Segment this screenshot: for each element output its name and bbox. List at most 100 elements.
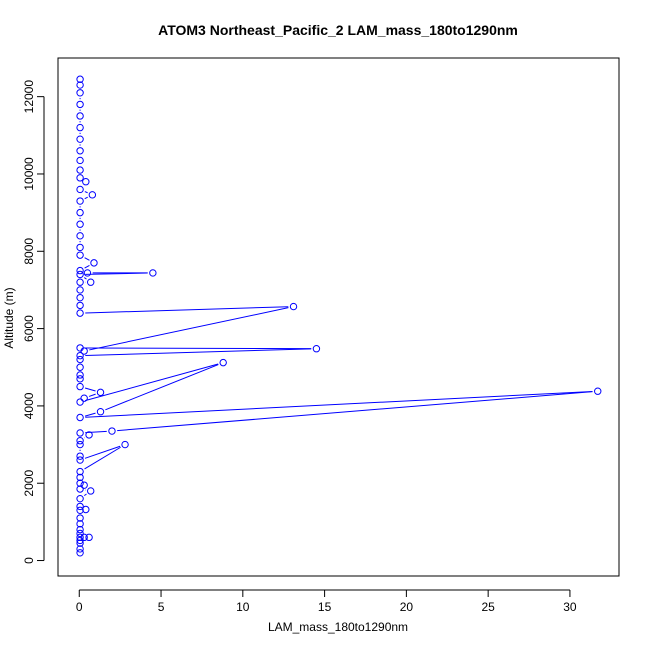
data-point <box>76 371 84 379</box>
x-tick-label: 5 <box>158 600 165 614</box>
data-point <box>76 479 84 487</box>
series-segment <box>85 430 107 434</box>
y-tick-label: 8000 <box>22 238 36 265</box>
data-point <box>76 363 84 371</box>
data-point <box>76 81 84 89</box>
data-point <box>76 166 84 174</box>
data-point <box>76 266 84 275</box>
data-point <box>76 520 84 528</box>
data-point <box>76 429 84 437</box>
data-point <box>76 452 84 460</box>
data-point <box>76 156 84 165</box>
data-point <box>76 220 84 228</box>
series-segment <box>84 412 96 417</box>
series-segment <box>84 387 96 392</box>
y-tick-label: 12000 <box>22 80 36 114</box>
data-point <box>76 301 84 310</box>
data-point <box>80 481 88 489</box>
series-segment <box>84 264 90 269</box>
data-point <box>312 344 321 353</box>
data-point <box>76 208 84 217</box>
data-point <box>83 269 92 277</box>
series-segment <box>105 364 219 411</box>
series-segment <box>85 347 312 350</box>
series-layer <box>76 75 602 557</box>
series-segment <box>84 445 121 459</box>
series-segment <box>85 390 593 418</box>
data-point <box>76 243 84 252</box>
x-axis: 0 5 10 15 20 25 30 <box>76 589 577 614</box>
data-point <box>76 549 84 557</box>
y-tick-label: 0 <box>22 557 36 564</box>
data-point <box>76 174 84 182</box>
x-tick-label: 20 <box>400 600 414 614</box>
x-tick-label: 0 <box>76 600 83 614</box>
data-point <box>594 387 602 395</box>
data-point <box>76 440 84 449</box>
series-segment <box>84 191 88 194</box>
data-point <box>88 191 97 199</box>
data-point <box>108 427 116 435</box>
data-point <box>96 388 105 397</box>
data-point <box>76 251 84 259</box>
data-point <box>76 309 84 317</box>
data-point <box>76 112 84 120</box>
data-point <box>76 351 84 360</box>
data-point <box>80 394 88 402</box>
x-axis-label: LAM_mass_180to1290nm <box>268 620 408 634</box>
data-point <box>76 456 84 464</box>
data-point <box>76 494 84 503</box>
data-point <box>76 502 84 511</box>
data-point <box>76 355 84 364</box>
y-tick-label: 6000 <box>22 315 36 342</box>
series-segment <box>84 446 121 470</box>
data-point <box>80 533 88 542</box>
data-point <box>82 505 90 514</box>
data-point <box>219 358 227 367</box>
data-point <box>96 408 105 416</box>
data-point <box>76 286 84 294</box>
data-point <box>76 533 84 542</box>
data-point <box>76 467 84 476</box>
data-point <box>76 75 84 83</box>
data-point <box>289 302 298 311</box>
series-segment <box>83 493 87 497</box>
data-point <box>76 100 84 109</box>
y-axis-label: Altitude (m) <box>2 287 16 348</box>
data-point <box>76 197 84 205</box>
data-point <box>76 413 84 422</box>
x-tick-label: 10 <box>236 600 250 614</box>
data-point <box>76 382 84 391</box>
data-point <box>76 539 84 547</box>
series-segment <box>83 277 87 280</box>
data-point <box>76 398 84 406</box>
data-point <box>76 473 84 482</box>
series-segment <box>84 257 90 261</box>
data-point <box>87 278 95 286</box>
data-point <box>76 123 84 132</box>
data-point <box>76 89 84 97</box>
series-segment <box>117 391 593 432</box>
data-point <box>76 506 84 514</box>
data-point <box>149 269 157 277</box>
data-point <box>85 431 93 439</box>
y-tick-label: 4000 <box>22 392 36 419</box>
data-point <box>76 375 84 383</box>
data-point <box>76 437 84 445</box>
series-segment <box>85 306 289 314</box>
series-segment <box>88 393 96 397</box>
data-point <box>85 533 93 542</box>
data-point <box>76 485 84 493</box>
data-point <box>121 440 129 449</box>
y-tick-label: 10000 <box>22 157 36 191</box>
series-segment <box>89 307 289 351</box>
data-point <box>76 525 84 534</box>
data-point <box>76 278 84 286</box>
y-axis: 0 2000 4000 6000 8000 10000 12000 <box>22 80 45 564</box>
data-point <box>80 347 88 355</box>
data-point <box>76 545 84 553</box>
data-point <box>76 232 84 240</box>
